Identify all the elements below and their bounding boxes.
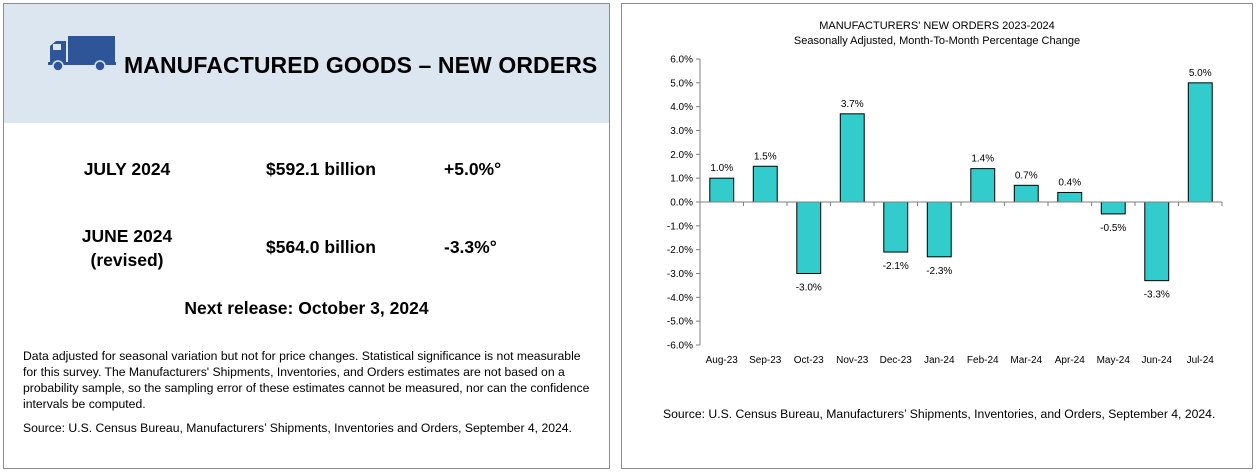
data-label: -3.0%: [796, 283, 822, 294]
x-tick-label: Nov-23: [836, 355, 869, 366]
source-note-left: Source: U.S. Census Bureau, Manufacturer…: [23, 421, 572, 435]
y-tick-label: 2.0%: [670, 150, 693, 161]
y-tick-label: 1.0%: [670, 174, 693, 185]
source-note-right: Source: U.S. Census Bureau, Manufacturer…: [663, 407, 1216, 421]
row-value-current: $592.1 billion: [266, 159, 376, 179]
y-tick-label: -1.0%: [667, 221, 693, 232]
data-label: -2.1%: [883, 261, 909, 272]
chart-title: MANUFACTURERS' NEW ORDERS 2023-2024: [819, 20, 1055, 32]
y-tick-label: 4.0%: [670, 102, 693, 113]
y-tick-label: -5.0%: [667, 317, 693, 328]
bar: [752, 165, 778, 203]
row-label-revised-note: (revised): [90, 250, 164, 270]
data-label: 5.0%: [1189, 68, 1212, 79]
row-label-current: JULY 2024: [83, 159, 171, 179]
x-tick-label: Aug-23: [706, 355, 739, 366]
page-title: MANUFACTURED GOODS – NEW ORDERS: [124, 52, 598, 78]
bar: [883, 201, 909, 253]
data-label: -3.3%: [1144, 290, 1170, 301]
data-label: -0.5%: [1100, 223, 1126, 234]
y-tick-label: -6.0%: [667, 341, 693, 352]
x-tick-label: Feb-24: [967, 355, 999, 366]
x-tick-label: Jul-24: [1187, 355, 1215, 366]
chart-subtitle: Seasonally Adjusted, Month-To-Month Perc…: [793, 35, 1081, 47]
data-label: 1.0%: [710, 163, 733, 174]
x-tick-label: Dec-23: [880, 355, 913, 366]
row-change-current: +5.0%°: [444, 159, 502, 179]
data-label: 1.4%: [971, 154, 994, 165]
data-label: 0.4%: [1058, 177, 1081, 188]
bar: [1057, 191, 1083, 203]
x-tick-label: Sep-23: [749, 355, 782, 366]
x-tick-label: Jun-24: [1141, 355, 1172, 366]
methodology-note: Data adjusted for seasonal variation but…: [23, 349, 590, 411]
row-label-revised: JUNE 2024 (revised): [52, 224, 202, 272]
data-label: -2.3%: [926, 266, 952, 277]
row-label-revised-month: JUNE 2024: [81, 226, 173, 246]
x-tick-label: Jan-24: [924, 355, 955, 366]
x-tick-label: Oct-23: [794, 355, 824, 366]
data-label: 3.7%: [841, 99, 864, 110]
y-tick-label: -2.0%: [667, 245, 693, 256]
bar-chart: 6.0% 5.0% 4.0% 3.0% 2.0% 1.0% 0.0% -1.0% -2.0% -3…: [667, 55, 1223, 366]
row-value-revised: $564.0 billion: [266, 237, 376, 257]
bar: [1144, 201, 1170, 282]
chart-panel: MANUFACTURERS' NEW ORDERS 2023-2024 Seas…: [621, 3, 1253, 469]
y-tick-label: -3.0%: [667, 269, 693, 280]
x-tick-label: May-24: [1097, 355, 1131, 366]
row-change-revised: -3.3%°: [444, 237, 497, 257]
y-tick-label: 6.0%: [670, 55, 693, 66]
y-tick-label: -4.0%: [667, 293, 693, 304]
data-label: 1.5%: [754, 151, 777, 162]
bar: [709, 177, 735, 203]
y-tick-label: 5.0%: [670, 78, 693, 89]
bar: [1013, 184, 1039, 203]
bar: [839, 113, 865, 203]
bar: [1100, 201, 1126, 215]
bar: [796, 201, 822, 274]
y-tick-label: 0.0%: [670, 198, 693, 209]
bar: [926, 201, 952, 258]
bar: [970, 168, 996, 203]
y-tick-label: 3.0%: [670, 126, 693, 137]
truck-icon: [48, 36, 116, 72]
x-tick-label: Mar-24: [1010, 355, 1042, 366]
data-label: 0.7%: [1015, 170, 1038, 181]
next-release: Next release: October 3, 2024: [184, 298, 429, 318]
summary-panel: MANUFACTURED GOODS – NEW ORDERS JULY 202…: [3, 3, 610, 469]
bar: [1187, 82, 1213, 203]
x-tick-label: Apr-24: [1055, 355, 1085, 366]
